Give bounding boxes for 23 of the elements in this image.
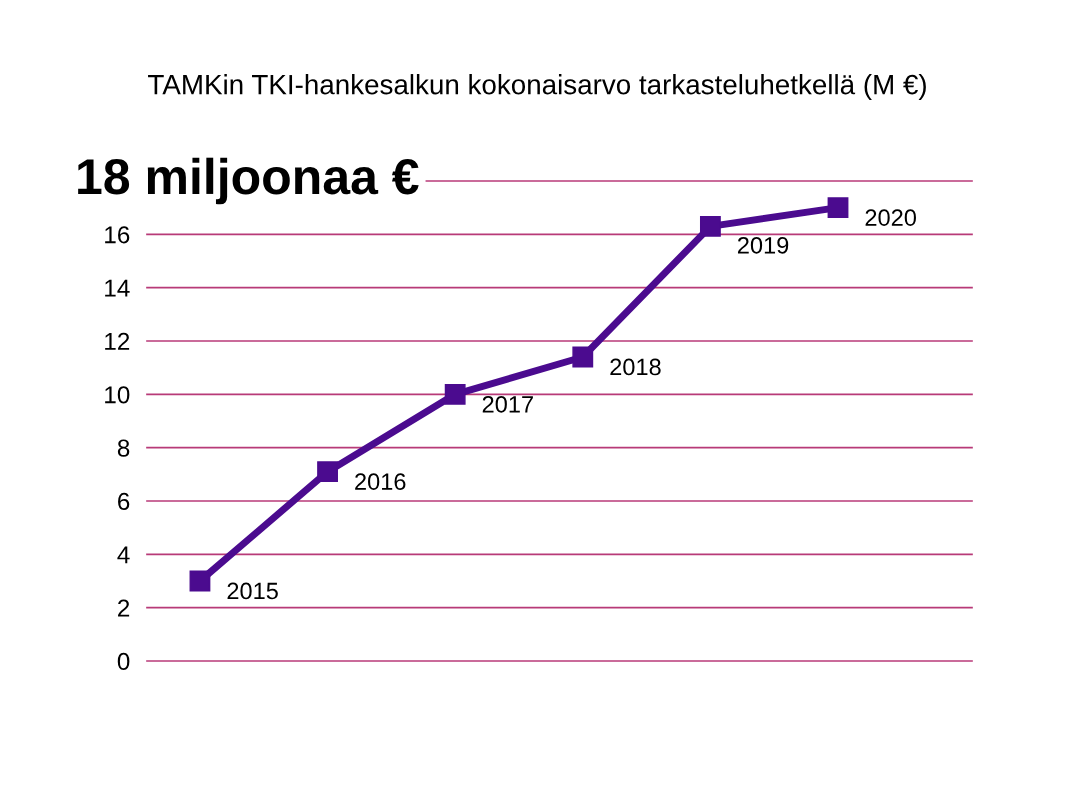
y-tick-label: 10 [105, 386, 130, 404]
x-tick-label: 2018 [610, 358, 661, 376]
x-tick-label: 2019 [737, 236, 789, 254]
y-tick-label: 12 [105, 332, 130, 350]
x-tick-label: 2020 [865, 209, 916, 226]
point [317, 461, 338, 483]
point [572, 346, 594, 368]
y-tick-label: 14 [105, 279, 130, 297]
point [444, 383, 466, 405]
y-tick-label: 2 [118, 599, 130, 617]
y-tick-label: 0 [117, 652, 130, 671]
x-tick-label: 2015 [227, 582, 278, 600]
y-tick-label: 4 [117, 546, 130, 564]
y-tick-label: 16 [105, 226, 130, 244]
y-tick-label: 6 [118, 492, 130, 511]
point [189, 570, 211, 592]
chart-title: TAMKin TKI-hankesalkun kokonaisarvo tarkasteluhetkellä (M €) [148, 74, 926, 100]
y-tick-label: 8 [117, 439, 130, 457]
point [699, 215, 721, 237]
x-tick-label: 2016 [355, 473, 406, 490]
annotation: 18 miljoonaa € [78, 157, 419, 205]
point [827, 197, 849, 219]
x-tick-label: 2017 [482, 395, 533, 413]
